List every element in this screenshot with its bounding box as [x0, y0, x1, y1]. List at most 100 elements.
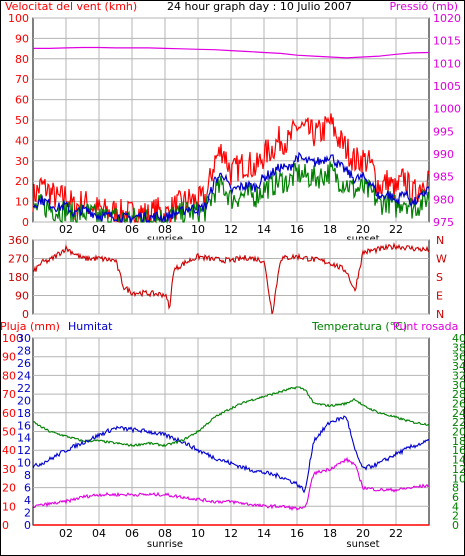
- humidity-tick-label: 50: [2, 426, 16, 439]
- temperature-tick-label: 6: [452, 491, 459, 504]
- wind-speed-tick-label: 80: [15, 53, 29, 66]
- pressure-tick-label: 990: [433, 148, 454, 161]
- compass-label: W: [436, 253, 447, 266]
- pressure-tick-label: 1020: [433, 12, 461, 25]
- direction-tick-label: 180: [8, 271, 29, 284]
- hour-tick-label: 22: [389, 223, 403, 236]
- pressure-line: [33, 46, 430, 59]
- pressure-tick-label: 1010: [433, 57, 461, 70]
- wind-speed-tick-label: 40: [15, 134, 29, 147]
- direction-degree-ticks: 360 270 180 90 0: [8, 234, 29, 321]
- wind-average-line: [32, 151, 430, 225]
- compass-label: S: [436, 271, 443, 284]
- hour-tick-label: 10: [191, 527, 205, 540]
- temperature-tick-label: 34: [452, 360, 465, 373]
- hour-tick-label: 04: [92, 223, 106, 236]
- temperature-tick-label: 20: [452, 426, 465, 439]
- temperature-tick-label: 10: [452, 472, 465, 485]
- rain-tick-label: 24: [17, 369, 31, 382]
- humidity-tick-label: 90: [2, 351, 16, 364]
- wind-speed-tick-label: 0: [22, 216, 29, 229]
- hour-tick-label: 08: [158, 223, 172, 236]
- hour-tick-label: 06: [125, 527, 139, 540]
- wind-speed-ticks: 0 10 20 30 40 50 60 70 80 90 100: [8, 12, 29, 229]
- direction-tick-label: 0: [22, 308, 29, 321]
- dewpoint-axis-title: Punt rosada: [393, 320, 458, 333]
- hour-tick-label: 20: [356, 223, 370, 236]
- pressure-tick-label: 1005: [433, 80, 461, 93]
- sunset-label: sunset: [346, 539, 379, 550]
- humidity-axis-title: Humitat: [68, 320, 113, 333]
- wind-hour-ticks: 02 04 06 08 10 12 14 16 18 20 22: [59, 223, 403, 236]
- rain-tick-label: 6: [24, 482, 31, 495]
- pressure-tick-label: 1000: [433, 103, 461, 116]
- temperature-tick-label: 8: [452, 482, 459, 495]
- direction-tick-label: 270: [8, 253, 29, 266]
- hour-tick-label: 12: [224, 527, 238, 540]
- rain-tick-label: 2: [24, 507, 31, 520]
- humidity-tick-label: 80: [2, 369, 16, 382]
- direction-tick-label: 90: [15, 290, 29, 303]
- direction-tick-label: 360: [8, 234, 29, 247]
- temperature-line: [32, 386, 430, 448]
- hour-tick-label: 02: [59, 527, 73, 540]
- hour-tick-label: 18: [323, 527, 337, 540]
- rain-tick-label: 26: [17, 357, 31, 370]
- pressure-ticks: 975 980 985 990 995 1000 1005 1010 1015 1020: [433, 12, 461, 229]
- temperature-tick-label: 32: [452, 369, 465, 382]
- wind-speed-tick-label: 60: [15, 94, 29, 107]
- wind-direction-line: [33, 241, 430, 315]
- humidity-tick-label: 0: [2, 519, 9, 532]
- temperature-tick-label: 40: [452, 332, 465, 345]
- humidity-tick-label: 100: [2, 332, 23, 345]
- temperature-tick-label: 30: [452, 379, 465, 392]
- temperature-tick-label: 36: [452, 351, 465, 364]
- rain-tick-label: 8: [24, 469, 31, 482]
- rain-tick-label: 4: [24, 494, 31, 507]
- rain-tick-label: 30: [17, 332, 31, 345]
- pressure-tick-label: 975: [433, 216, 454, 229]
- temperature-tick-label: 38: [452, 341, 465, 354]
- humidity-tick-label: 20: [2, 482, 16, 495]
- temperature-tick-label: 4: [452, 500, 459, 513]
- temperature-tick-label: 16: [452, 444, 465, 457]
- pressure-axis-title: Pressió (mb): [389, 0, 458, 13]
- temperature-tick-label: 0: [452, 519, 459, 532]
- humidity-tick-label: 10: [2, 500, 16, 513]
- temperature-tick-label: 24: [452, 407, 465, 420]
- rain-tick-label: 18: [17, 407, 31, 420]
- humidity-temperature-series: [32, 386, 430, 526]
- page-title: 24 hour graph day : 10 Julio 2007: [167, 0, 352, 13]
- wind-pressure-series: [32, 46, 430, 225]
- wind-speed-tick-label: 50: [15, 114, 29, 127]
- wind-direction-series: [33, 241, 430, 315]
- temperature-tick-label: 14: [452, 454, 465, 467]
- wind-speed-tick-label: 20: [15, 175, 29, 188]
- rain-tick-label: 0: [24, 519, 31, 532]
- rain-tick-label: 22: [17, 382, 31, 395]
- hour-tick-label: 14: [257, 527, 271, 540]
- rain-tick-label: 14: [17, 432, 31, 445]
- hour-tick-label: 08: [158, 527, 172, 540]
- temperature-tick-label: 22: [452, 416, 465, 429]
- hour-tick-label: 02: [59, 223, 73, 236]
- humidity-tick-label: 60: [2, 407, 16, 420]
- wind-speed-tick-label: 90: [15, 32, 29, 45]
- temperature-tick-label: 28: [452, 388, 465, 401]
- hour-tick-label: 04: [92, 527, 106, 540]
- hour-tick-label: 06: [125, 223, 139, 236]
- pressure-tick-label: 995: [433, 125, 454, 138]
- hour-tick-label: 22: [389, 527, 403, 540]
- sunrise-label: sunrise: [147, 539, 183, 550]
- rain-tick-label: 28: [17, 344, 31, 357]
- humidity-ticks: 0 10 20 30 40 50 60 70 80 90 100: [2, 332, 23, 532]
- compass-label: E: [436, 290, 443, 303]
- rain-axis-title: Pluja (mm): [0, 320, 60, 333]
- temperature-tick-label: 26: [452, 397, 465, 410]
